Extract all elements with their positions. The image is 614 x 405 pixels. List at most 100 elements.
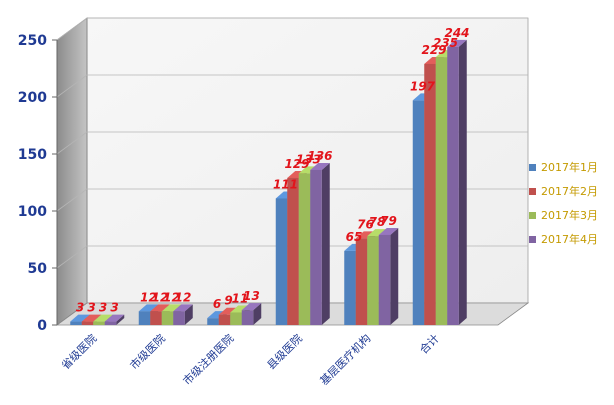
legend-label: 2017年3月 bbox=[541, 208, 598, 222]
data-label: 133 bbox=[296, 152, 321, 166]
data-label: 3 bbox=[76, 301, 84, 315]
bar-top bbox=[241, 303, 262, 311]
legend: 2017年1月 2017年2月 2017年3月 2017年4月 bbox=[529, 160, 598, 246]
data-label: 12 bbox=[140, 290, 157, 304]
legend-swatch bbox=[529, 212, 536, 219]
bar-front bbox=[412, 100, 425, 325]
y-tick-label: 150 bbox=[18, 147, 47, 163]
bar-top bbox=[93, 314, 113, 322]
bar-top bbox=[218, 307, 239, 315]
bar bbox=[378, 227, 399, 325]
data-label: 129 bbox=[284, 157, 309, 171]
bar-side bbox=[458, 39, 467, 326]
data-label: 3 bbox=[87, 301, 95, 315]
data-label: 79 bbox=[380, 214, 397, 228]
bar-top bbox=[378, 227, 399, 235]
data-label: 65 bbox=[346, 230, 363, 244]
bar-front bbox=[367, 236, 379, 325]
bar-top bbox=[310, 162, 330, 170]
bar-front bbox=[241, 310, 254, 325]
data-label: 229 bbox=[421, 43, 446, 57]
bar-side bbox=[253, 303, 262, 325]
bar-top bbox=[150, 304, 170, 312]
y-tick-label: 100 bbox=[18, 204, 47, 220]
bar-side bbox=[321, 162, 330, 325]
bar-top bbox=[104, 314, 125, 322]
bar-front bbox=[161, 311, 174, 325]
x-tick-label: 县级医院 bbox=[264, 331, 305, 372]
bar-front bbox=[424, 63, 436, 325]
bar bbox=[241, 303, 262, 325]
x-tick-label: 市级医院 bbox=[127, 331, 168, 372]
y-tick-label: 0 bbox=[37, 318, 47, 334]
bar-side bbox=[390, 227, 399, 325]
bar-front bbox=[207, 318, 219, 325]
data-label: 244 bbox=[444, 26, 469, 40]
data-label: 12 bbox=[152, 290, 169, 304]
legend-swatch bbox=[529, 236, 536, 243]
bar-front bbox=[81, 321, 94, 325]
data-label: 78 bbox=[369, 215, 386, 229]
bar bbox=[104, 314, 125, 325]
bar-front bbox=[138, 311, 151, 325]
legend-label: 2017年4月 bbox=[541, 232, 598, 246]
bar-front bbox=[355, 238, 368, 325]
y-tick-label: 50 bbox=[28, 261, 48, 277]
bar-front bbox=[378, 234, 391, 325]
bar-top bbox=[447, 39, 467, 47]
data-label: 111 bbox=[273, 177, 298, 191]
legend-swatch bbox=[529, 188, 536, 195]
data-label: 12 bbox=[175, 290, 192, 304]
gridline bbox=[56, 188, 528, 212]
bar-side bbox=[184, 304, 193, 325]
legend-swatch bbox=[529, 164, 536, 171]
x-tick-label: 基层医疗机构 bbox=[317, 331, 374, 388]
data-label: 12 bbox=[163, 290, 180, 304]
bar-front bbox=[435, 57, 448, 325]
y-axis-ticks: 0 50 100 150 200 250 bbox=[18, 33, 58, 334]
legend-label: 2017年1月 bbox=[541, 160, 598, 174]
data-label: 235 bbox=[433, 36, 458, 50]
data-label: 9 bbox=[224, 294, 232, 308]
bar-front bbox=[93, 321, 105, 325]
bar-front bbox=[150, 311, 162, 325]
data-label: 13 bbox=[243, 289, 260, 303]
data-label: 197 bbox=[410, 79, 436, 93]
bar-front bbox=[104, 321, 117, 325]
x-tick-label: 合计 bbox=[416, 331, 441, 356]
legend-item: 2017年1月 bbox=[529, 160, 598, 174]
y-tick-label: 200 bbox=[18, 90, 47, 106]
bar-front bbox=[447, 46, 459, 326]
bar-top bbox=[367, 229, 387, 237]
bar-front bbox=[310, 169, 322, 325]
x-axis-ticks: 省级医院 市级医院 市级注册医院 县级医院 基层医疗机构 合计 bbox=[58, 331, 442, 388]
y-tick-label: 250 bbox=[18, 33, 47, 49]
side-wall bbox=[56, 17, 88, 326]
data-label: 3 bbox=[110, 301, 118, 315]
data-label: 76 bbox=[357, 217, 374, 231]
bar-top bbox=[70, 314, 90, 322]
gridline bbox=[56, 131, 528, 155]
bar-top bbox=[161, 304, 182, 312]
bar bbox=[173, 304, 193, 325]
legend-item: 2017年2月 bbox=[529, 184, 598, 198]
bar bbox=[310, 162, 330, 325]
data-label: 3 bbox=[99, 301, 107, 315]
data-label: 11 bbox=[232, 291, 249, 305]
bars bbox=[70, 39, 467, 326]
bar-side bbox=[116, 314, 125, 325]
gridline bbox=[56, 17, 528, 41]
data-label: 6 bbox=[213, 297, 221, 311]
bar-top bbox=[173, 304, 193, 312]
bar-front bbox=[230, 312, 242, 325]
legend-item: 2017年3月 bbox=[529, 208, 598, 222]
bar-front bbox=[173, 311, 185, 325]
data-label: 136 bbox=[307, 149, 332, 163]
bar-front bbox=[344, 250, 356, 325]
bar-top bbox=[230, 305, 250, 313]
bar-front bbox=[70, 321, 82, 325]
bar-top bbox=[138, 304, 159, 312]
x-tick-label: 省级医院 bbox=[58, 331, 99, 372]
